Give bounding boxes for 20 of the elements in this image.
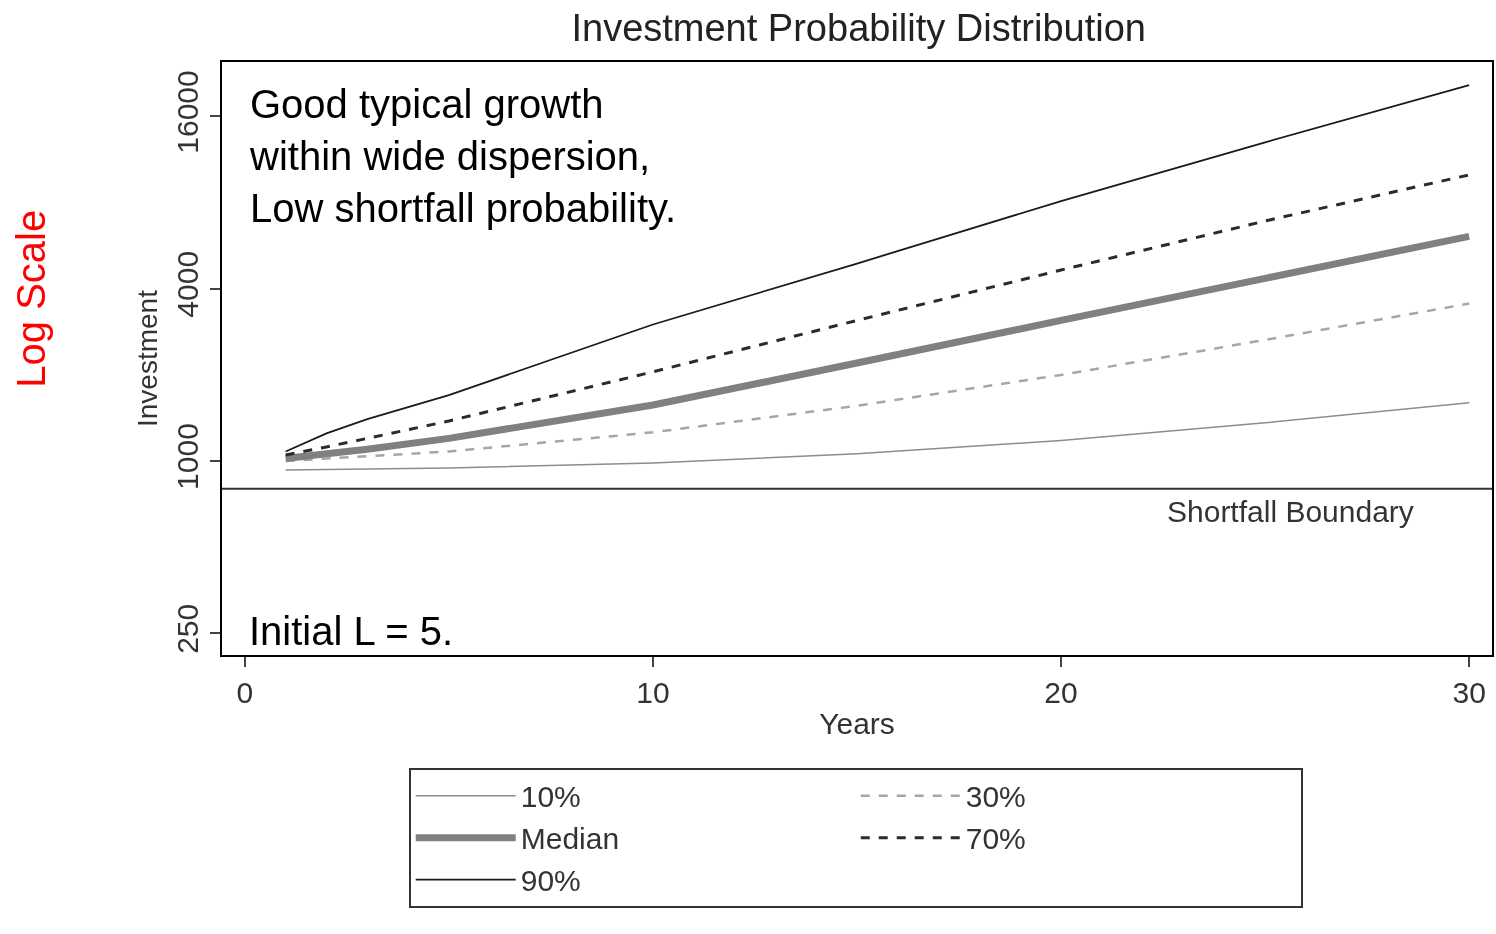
text: Log Scale xyxy=(9,209,54,388)
ref-line-label: Shortfall Boundary xyxy=(1167,495,1414,528)
y-tick-label: 16000 xyxy=(171,70,204,154)
annotation: Good typical growth within wide dispersion, Low shortfall probability. xyxy=(249,82,677,230)
legend-label: Median xyxy=(520,822,620,856)
legend-label: 70% xyxy=(965,822,1026,856)
x-tick-label: 20 xyxy=(1044,676,1078,709)
legend-label: 30% xyxy=(965,780,1026,814)
x-tick-label: 30 xyxy=(1452,676,1486,709)
annotation: Initial L = 5. xyxy=(249,609,454,653)
chart-title: Investment Probability Distribution xyxy=(571,6,1146,49)
y-axis-title: Investment xyxy=(132,289,164,427)
y-tick-label: 250 xyxy=(171,603,204,654)
x-tick-label: 0 xyxy=(236,676,254,709)
x-tick-label: 10 xyxy=(636,676,670,709)
legend-label: 10% xyxy=(520,780,581,814)
legend-label: 90% xyxy=(520,864,581,898)
y-tick-label: 4000 xyxy=(171,250,204,318)
y-tick-label: 1000 xyxy=(171,423,204,490)
x-axis-title: Years xyxy=(819,707,895,740)
